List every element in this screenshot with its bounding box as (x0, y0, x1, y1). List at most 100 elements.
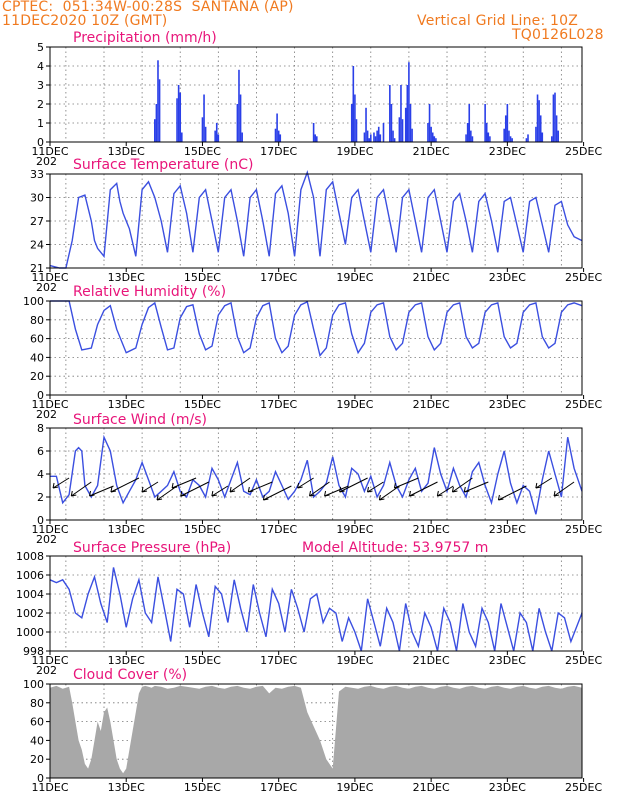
x-tick-label: 25DEC (565, 271, 602, 284)
precip-bar (382, 123, 385, 142)
wind-vector-arrow (171, 477, 197, 489)
precip-bar (154, 119, 156, 142)
header-coordinates: 051:34W-00:28S (62, 0, 183, 15)
x-tick-label: 19DEC (336, 781, 373, 794)
wind-vector-arrowhead (297, 482, 303, 489)
x-tick-label: 15DEC (184, 781, 221, 794)
precip-bar (428, 104, 431, 142)
y-tick-label: 4 (37, 60, 44, 73)
wind-vector-arrowhead (110, 486, 117, 493)
x-tick-label: 17DEC (260, 523, 297, 536)
rh-plot-frame (49, 300, 583, 396)
x-tick-label: 17DEC (260, 654, 297, 667)
x-tick-label: 13DEC (108, 271, 145, 284)
wind-vector-arrow (89, 485, 114, 497)
x-tick-label: 25DEC (565, 523, 602, 536)
temp-series-line (49, 170, 583, 269)
precip-bar (365, 107, 367, 142)
x-tick-label: 23DEC (489, 145, 526, 158)
x-tick-label: 19DEC (336, 654, 373, 667)
x-tick-label: 19DEC (336, 398, 373, 411)
precip-bar (204, 126, 207, 142)
y-tick-label: 8 (37, 422, 44, 435)
wind-vector-arrow (309, 481, 330, 497)
precip-bar (363, 132, 366, 142)
precip-bar (536, 94, 539, 142)
x-tick-label: 11DEC (31, 145, 68, 158)
x-tick-label: 13DEC (108, 145, 145, 158)
precip-bar (158, 79, 161, 142)
x-tick-label: 21DEC (413, 398, 450, 411)
precip-bar (489, 136, 491, 142)
wind-vector-arrowhead (180, 490, 186, 497)
x-tick-label: 23DEC (489, 654, 526, 667)
wind-vector-arrow (156, 485, 178, 501)
precip-bar (355, 119, 358, 142)
y-tick-label: 1008 (16, 550, 44, 563)
precip-bar (527, 134, 529, 142)
precip-bar (554, 92, 556, 142)
y-tick-label: 1000 (16, 626, 44, 639)
wind-vector-arrowhead (156, 494, 163, 501)
wind-vector-arrowhead (52, 482, 59, 489)
pres-series-line (49, 567, 583, 652)
precip-bar (555, 115, 558, 142)
precip-bar (279, 134, 282, 142)
wind-vector-arrow (297, 477, 314, 489)
precip-bar (354, 94, 356, 142)
x-tick-label: 21DEC (413, 654, 450, 667)
precip-bar (392, 130, 394, 142)
x-tick-label: 15DEC (184, 145, 221, 158)
precip-bar (541, 132, 544, 142)
x-tick-label: 23DEC (489, 398, 526, 411)
precip-bar (366, 130, 369, 142)
y-tick-label: 100 (23, 678, 44, 691)
wind-vector-arrowhead (497, 494, 504, 501)
x-tick-label: 13DEC (108, 781, 145, 794)
x-tick-label: 13DEC (108, 654, 145, 667)
precip-bar (315, 136, 318, 142)
wind-vector-arrowhead (339, 486, 345, 493)
precip-bar (487, 132, 490, 142)
y-tick-label: 6 (37, 445, 44, 458)
wind-vector-arrow (367, 481, 384, 493)
pres-plot-frame (49, 555, 583, 652)
precip-bar (390, 104, 393, 142)
y-tick-label: 2 (37, 491, 44, 504)
wind-vector-arrowhead (171, 482, 178, 489)
x-tick-label: 21DEC (413, 145, 450, 158)
precip-bar (484, 104, 486, 142)
precip-bar (431, 132, 434, 142)
header-product: CPTEC: 051:34W-00:28S SANTANA (AP) (2, 0, 294, 14)
precip-bar (471, 136, 474, 142)
precip-bar (433, 136, 436, 142)
precip-bar (177, 85, 180, 142)
x-tick-label: 25DEC (565, 145, 602, 158)
x-year-fragment: 202 (36, 408, 57, 421)
header-model-code: TQ0126L028 (512, 27, 604, 43)
y-tick-label: 0 (37, 389, 44, 402)
precip-bar (373, 132, 375, 142)
precip-bar (427, 123, 429, 142)
precip-bar (203, 94, 205, 142)
precip-bar (408, 62, 410, 143)
wind-vector-arrow (535, 477, 553, 489)
precip-bar (389, 85, 391, 142)
y-tick-label: 3 (37, 79, 44, 92)
rh-series-line (50, 300, 583, 358)
precip-bar (552, 94, 555, 142)
wind-vector-arrow (229, 477, 251, 493)
wind-vector-arrow (339, 477, 368, 493)
precip-bar (179, 92, 182, 142)
precip-bar (277, 130, 280, 142)
x-tick-label: 19DEC (336, 145, 373, 158)
x-tick-label: 15DEC (184, 523, 221, 536)
wind-vector-arrow (211, 485, 229, 497)
precip-bar (485, 123, 488, 142)
precip-bar (538, 100, 540, 142)
precip-bar (217, 134, 220, 142)
x-tick-label: 11DEC (31, 781, 68, 794)
wind-panel-title: Surface Wind (m/s) (73, 412, 207, 428)
temp-panel-title: Surface Temperature (nC) (73, 157, 254, 173)
wind-vector-arrow (324, 485, 349, 497)
